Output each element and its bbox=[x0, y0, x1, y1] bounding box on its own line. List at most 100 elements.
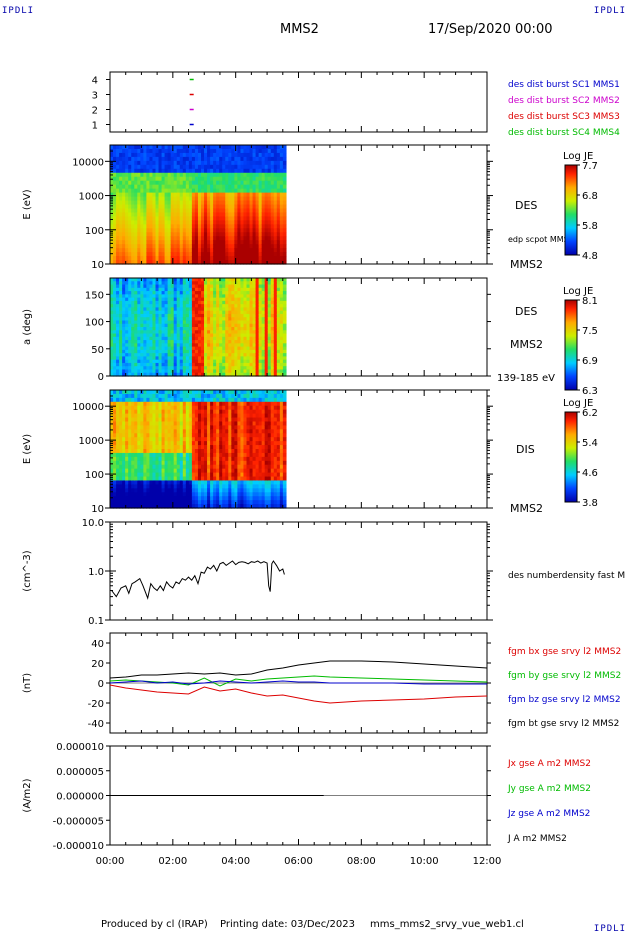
heatmap-cell bbox=[146, 220, 151, 225]
heatmap-cell bbox=[216, 460, 220, 466]
heatmap-cell bbox=[188, 252, 193, 257]
heatmap-cell bbox=[155, 236, 160, 241]
heatmap-cell bbox=[113, 343, 117, 348]
heatmap-cell bbox=[164, 260, 169, 265]
des-pitch-spacecraft-label: MMS2 bbox=[510, 338, 543, 351]
heatmap-cell bbox=[173, 313, 178, 318]
heatmap-cell bbox=[140, 476, 144, 482]
heatmap-cell bbox=[155, 200, 160, 206]
heatmap-cell bbox=[276, 297, 281, 302]
heatmap-cell bbox=[149, 294, 154, 299]
heatmap-cell bbox=[213, 480, 217, 485]
heatmap-cell bbox=[267, 369, 272, 374]
heatmap-cell bbox=[222, 284, 226, 289]
heatmap-cell bbox=[179, 401, 184, 407]
heatmap-cell bbox=[179, 413, 184, 419]
heatmap-cell bbox=[158, 148, 163, 154]
heatmap-cell bbox=[276, 145, 281, 150]
heatmap-cell bbox=[282, 172, 287, 178]
heatmap-cell bbox=[243, 156, 248, 162]
heatmap-cell bbox=[201, 437, 205, 442]
heatmap-cell bbox=[225, 372, 229, 377]
heatmap-cell bbox=[231, 236, 235, 241]
heatmap-cell bbox=[240, 184, 245, 190]
heatmap-cell bbox=[207, 464, 211, 470]
heatmap-cell bbox=[282, 356, 287, 361]
heatmap-cell bbox=[201, 224, 205, 229]
heatmap-cell bbox=[188, 300, 193, 305]
heatmap-cell bbox=[228, 248, 232, 253]
heatmap-cell bbox=[237, 330, 242, 335]
heatmap-cell bbox=[261, 160, 266, 166]
heatmap-cell bbox=[264, 152, 269, 158]
heatmap-cell bbox=[216, 172, 220, 178]
heatmap-cell bbox=[231, 300, 235, 305]
heatmap-cell bbox=[264, 180, 269, 186]
heatmap-cell bbox=[134, 472, 138, 478]
heatmap-cell bbox=[122, 300, 126, 305]
heatmap-cell bbox=[204, 208, 208, 214]
heatmap-cell bbox=[110, 297, 114, 302]
heatmap-cell bbox=[119, 452, 123, 458]
heatmap-cell bbox=[122, 196, 126, 202]
heatmap-cell bbox=[222, 156, 226, 162]
heatmap-cell bbox=[276, 310, 281, 315]
heatmap-cell bbox=[258, 349, 263, 354]
heatmap-cell bbox=[116, 176, 120, 182]
heatmap-cell bbox=[158, 278, 163, 282]
heatmap-cell bbox=[152, 429, 157, 434]
heatmap-cell bbox=[116, 464, 120, 470]
heatmap-cell bbox=[207, 160, 211, 166]
heatmap-cell bbox=[258, 372, 263, 377]
heatmap-cell bbox=[207, 148, 211, 154]
heatmap-cell bbox=[279, 172, 284, 178]
heatmap-cell bbox=[219, 184, 223, 190]
heatmap-cell bbox=[152, 405, 157, 411]
heatmap-cell bbox=[252, 304, 257, 308]
heatmap-cell bbox=[225, 320, 229, 325]
des-energy-instrument-label: DES bbox=[515, 199, 537, 212]
heatmap-cell bbox=[179, 287, 184, 292]
heatmap-cell bbox=[134, 425, 138, 430]
heatmap-cell bbox=[264, 252, 269, 257]
heatmap-cell bbox=[128, 248, 132, 253]
heatmap-cell bbox=[146, 278, 151, 282]
heatmap-cell bbox=[261, 278, 266, 282]
heatmap-cell bbox=[152, 476, 157, 482]
heatmap-cell bbox=[176, 224, 181, 229]
heatmap-cell bbox=[191, 441, 196, 446]
heatmap-cell bbox=[113, 287, 117, 292]
heatmap-cell bbox=[207, 232, 211, 237]
heatmap-cell bbox=[191, 429, 196, 434]
heatmap-cell bbox=[161, 401, 166, 407]
heatmap-cell bbox=[179, 236, 184, 241]
heatmap-cell bbox=[191, 317, 196, 322]
heatmap-cell bbox=[273, 304, 278, 308]
heatmap-cell bbox=[237, 346, 242, 351]
heatmap-cell bbox=[258, 152, 263, 158]
heatmap-cell bbox=[194, 472, 199, 478]
heatmap-cell bbox=[201, 168, 205, 174]
heatmap-cell bbox=[225, 228, 229, 233]
heatmap-cell bbox=[182, 297, 187, 302]
heatmap-cell bbox=[201, 323, 205, 328]
heatmap-cell bbox=[179, 220, 184, 225]
heatmap-cell bbox=[225, 256, 229, 261]
heatmap-cell bbox=[267, 310, 272, 315]
des-pitch-y-tick-label: 0 bbox=[98, 372, 104, 383]
heatmap-cell bbox=[125, 397, 129, 403]
heatmap-cell bbox=[188, 488, 193, 493]
heatmap-cell bbox=[237, 176, 242, 182]
heatmap-cell bbox=[228, 228, 232, 233]
heatmap-cell bbox=[201, 445, 205, 450]
corner-label-top-right: IPDLI bbox=[593, 6, 626, 16]
burst-legend-label: des dist burst SC4 MMS4 bbox=[508, 128, 620, 138]
heatmap-cell bbox=[179, 366, 184, 371]
heatmap-cell bbox=[225, 449, 229, 454]
heatmap-cell bbox=[137, 484, 141, 489]
heatmap-cell bbox=[258, 327, 263, 331]
heatmap-cell bbox=[125, 390, 129, 395]
heatmap-cell bbox=[146, 317, 151, 322]
heatmap-cell bbox=[173, 460, 178, 466]
des-energy-extra-label: edp scpot MMS2 bbox=[508, 235, 574, 244]
